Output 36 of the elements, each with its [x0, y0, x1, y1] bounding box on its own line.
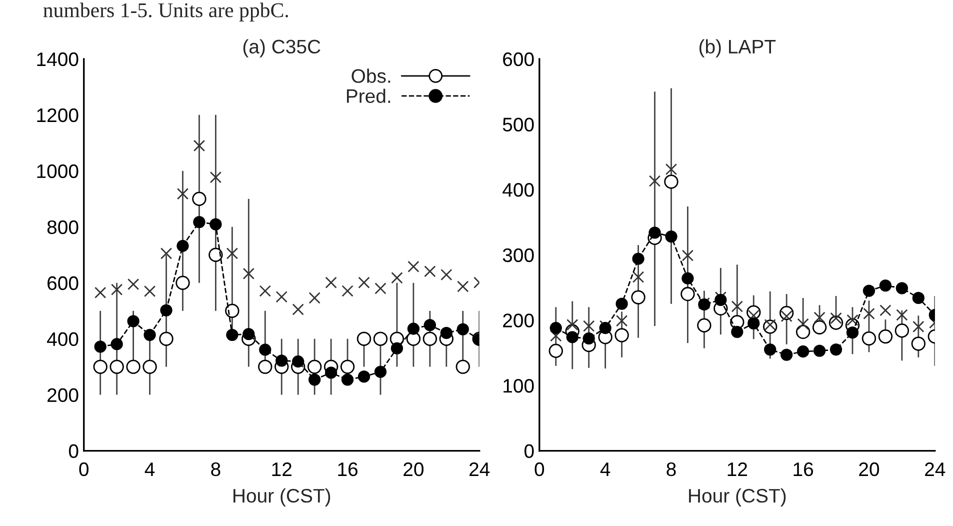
x-tick-label: 4 [144, 462, 155, 476]
x-axis-title: Hour (CST) [234, 488, 330, 506]
y-tick-label: 0 [68, 444, 78, 458]
chart-title: (b) LAPT [699, 39, 776, 58]
x-tick-label: 4 [600, 462, 610, 476]
y-tick-label: 600 [48, 276, 78, 290]
y-tick-label: 1400 [37, 52, 78, 66]
x-tick-label: 20 [404, 462, 424, 476]
y-tick-label: 500 [502, 118, 534, 132]
legend-label: Pred. [346, 88, 390, 103]
x-tick-label: 0 [79, 462, 89, 476]
y-tick-label: 1200 [37, 108, 78, 122]
y-tick-label: 400 [502, 183, 534, 197]
text: numbers 1-5. Units are ppbC. [43, 2, 288, 22]
x-tick-label: 16 [794, 462, 814, 476]
y-tick-label: 100 [504, 378, 534, 393]
x-tick-label: 12 [272, 462, 292, 476]
x-tick-label: 12 [728, 462, 747, 476]
chart-title: (a) C35C [243, 39, 320, 58]
x-tick-label: 8 [211, 462, 220, 476]
y-tick-label: 600 [503, 52, 534, 66]
legend-label: Obs. [352, 68, 390, 83]
y-tick-label: 300 [502, 248, 534, 262]
x-tick-label: 0 [534, 462, 544, 476]
x-tick-label: 20 [859, 462, 880, 476]
y-tick-label: 200 [503, 314, 534, 328]
y-tick-label: 800 [47, 220, 78, 234]
x-axis-title: Hour (CST) [689, 488, 786, 506]
y-tick-label: 1000 [37, 164, 78, 178]
y-tick-label: 0 [524, 444, 534, 458]
x-tick-label: 16 [338, 462, 358, 476]
y-tick-label: 200 [48, 388, 78, 402]
y-tick-label: 400 [47, 332, 78, 346]
x-tick-label: 8 [666, 462, 676, 476]
x-tick-label: 24 [470, 462, 490, 476]
x-tick-label: 24 [925, 462, 946, 476]
